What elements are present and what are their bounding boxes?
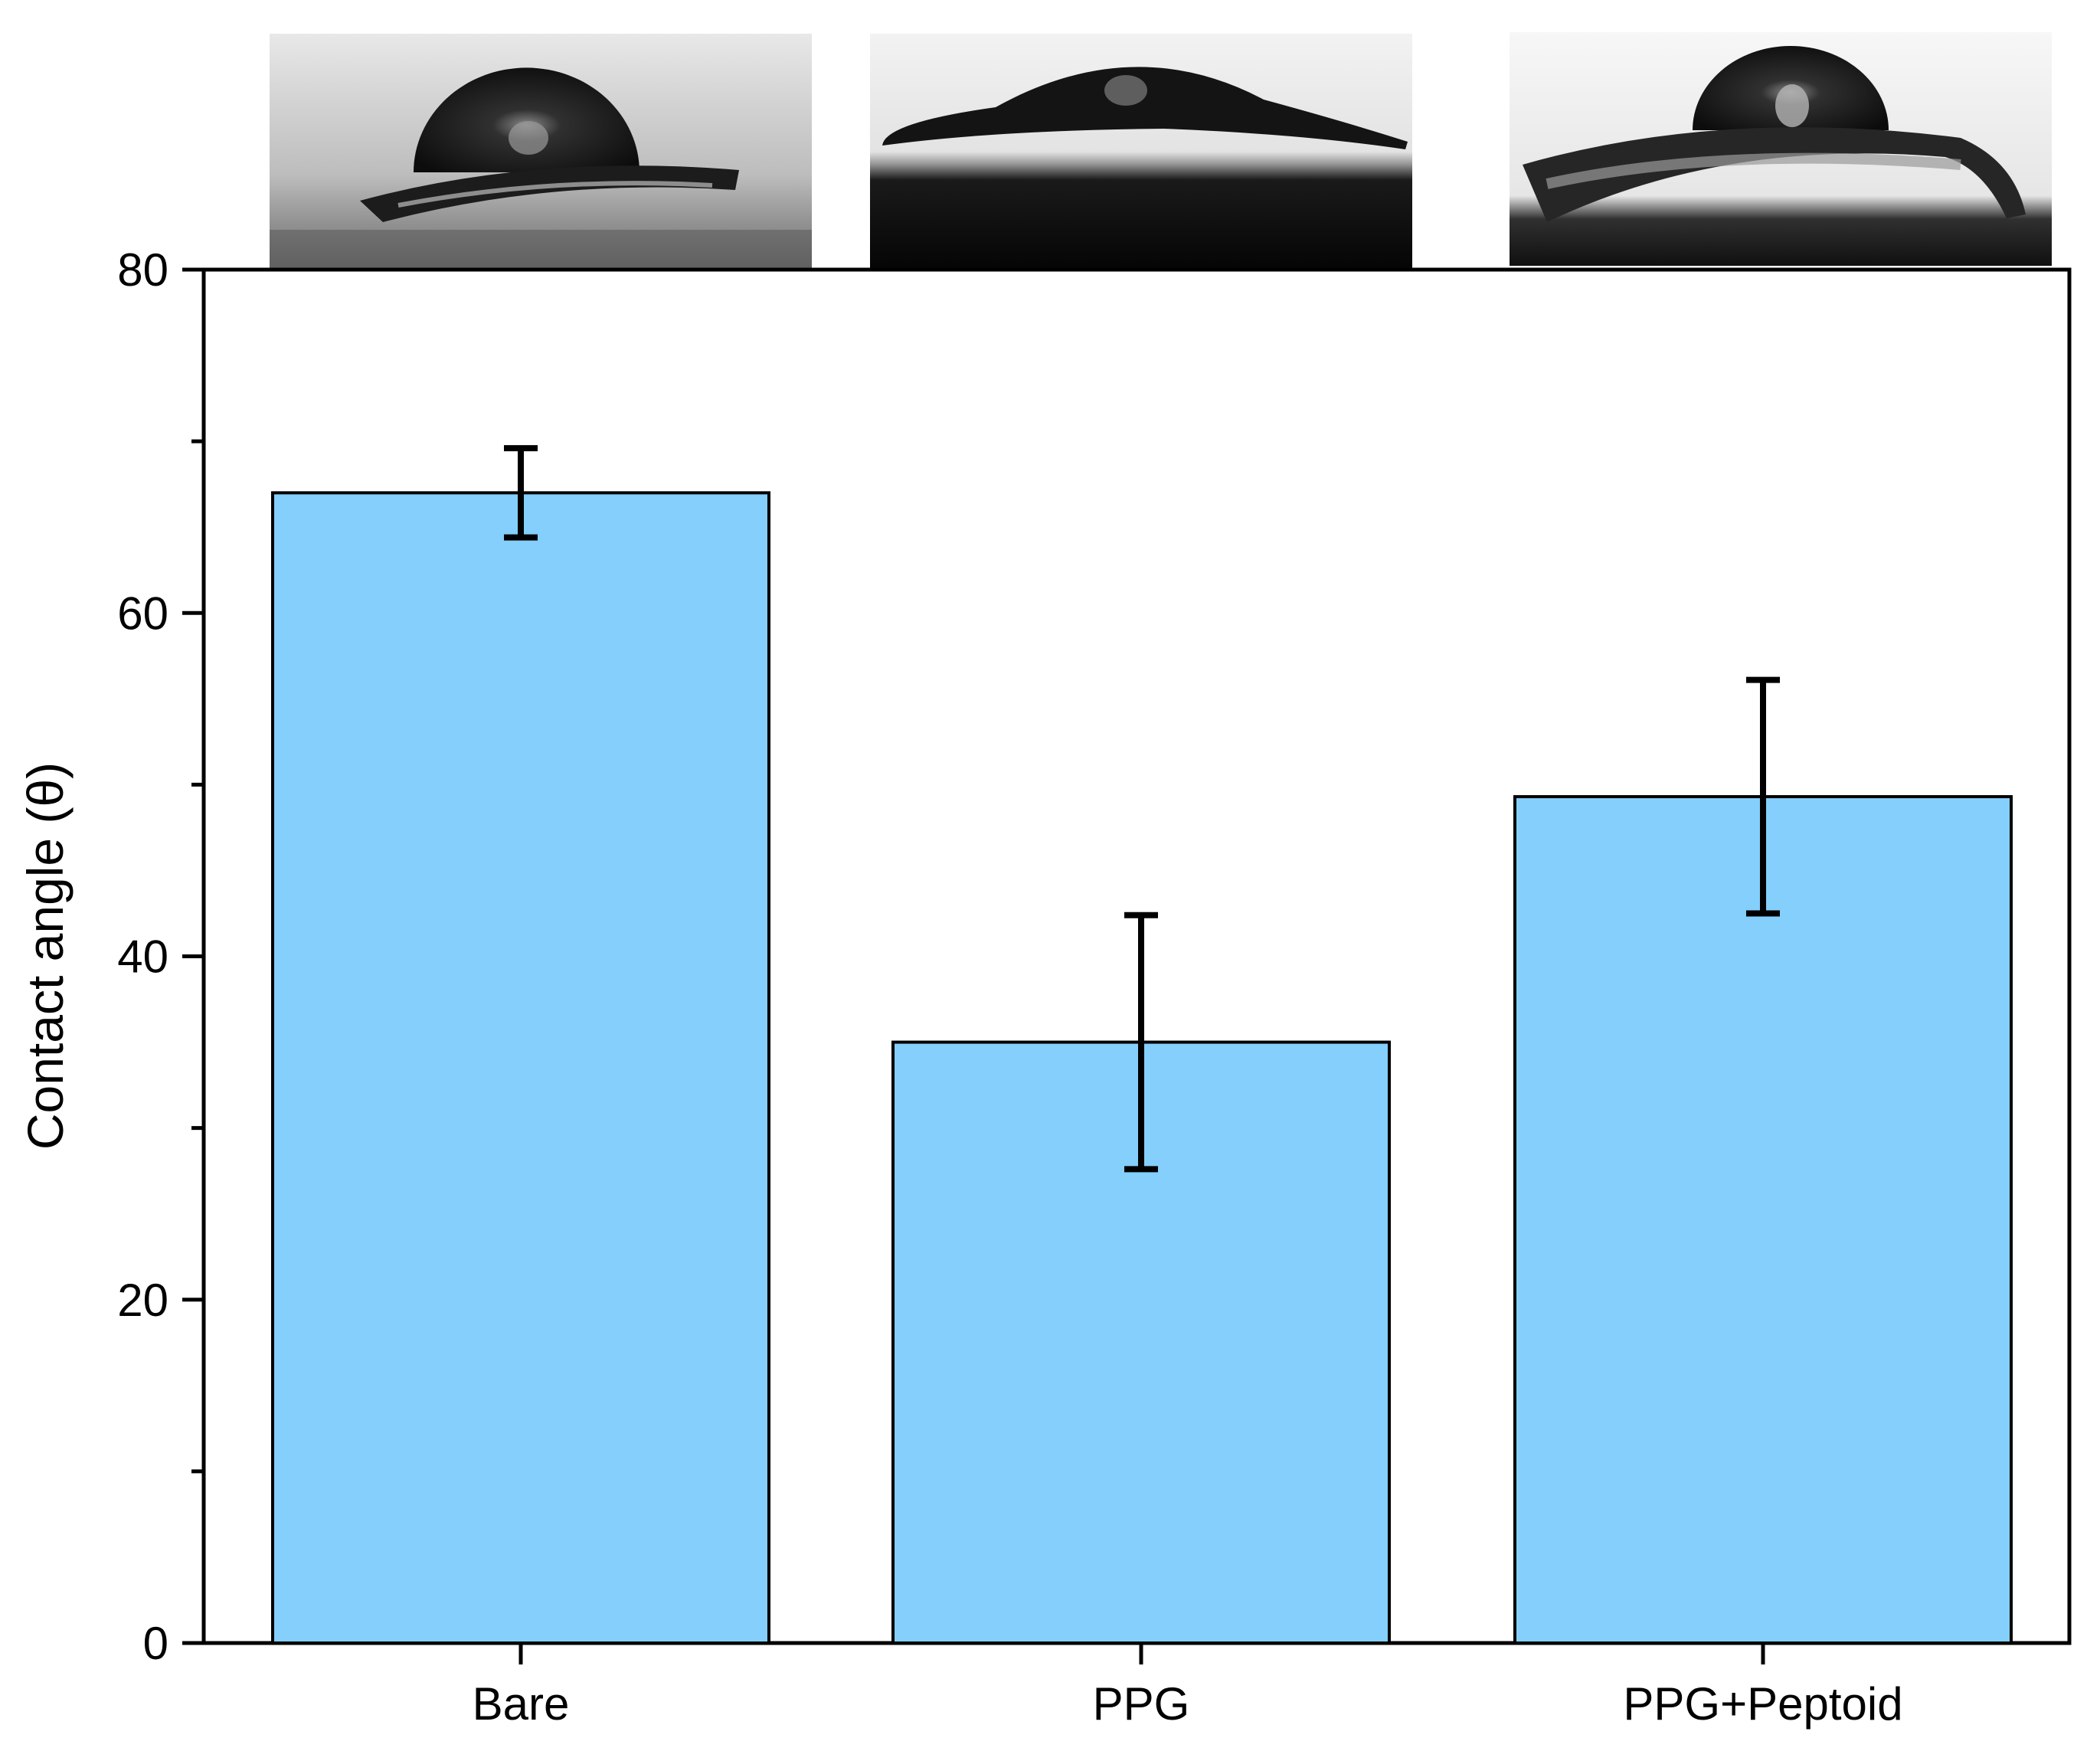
x-tick-label: PPG [1093, 1678, 1190, 1730]
y-axis: 0 20 40 60 80 [117, 244, 204, 1669]
x-axis: Bare PPG PPG+Peptoid [473, 1643, 1903, 1730]
y-tick-label: 80 [117, 244, 168, 296]
error-bar [1746, 676, 1780, 917]
y-tick-label: 0 [143, 1618, 168, 1669]
bar-ppg-peptoid [1513, 795, 2013, 1645]
error-bar [504, 445, 538, 541]
droplet-images [270, 32, 2052, 270]
x-tick-label: Bare [473, 1678, 570, 1730]
x-tick-label: PPG+Peptoid [1623, 1678, 1902, 1730]
droplet-image-ppg-peptoid [1510, 32, 2052, 266]
droplet-image-ppg [870, 34, 1412, 270]
y-tick-label: 40 [117, 931, 168, 983]
droplet-image-bare [270, 34, 812, 268]
error-bars [504, 445, 1780, 1173]
y-axis-title: Contact angle (θ) [17, 762, 74, 1150]
bar-bare [271, 491, 770, 1645]
y-tick-label: 20 [117, 1275, 168, 1326]
y-tick-label: 60 [117, 588, 168, 639]
error-bar [1124, 912, 1158, 1173]
